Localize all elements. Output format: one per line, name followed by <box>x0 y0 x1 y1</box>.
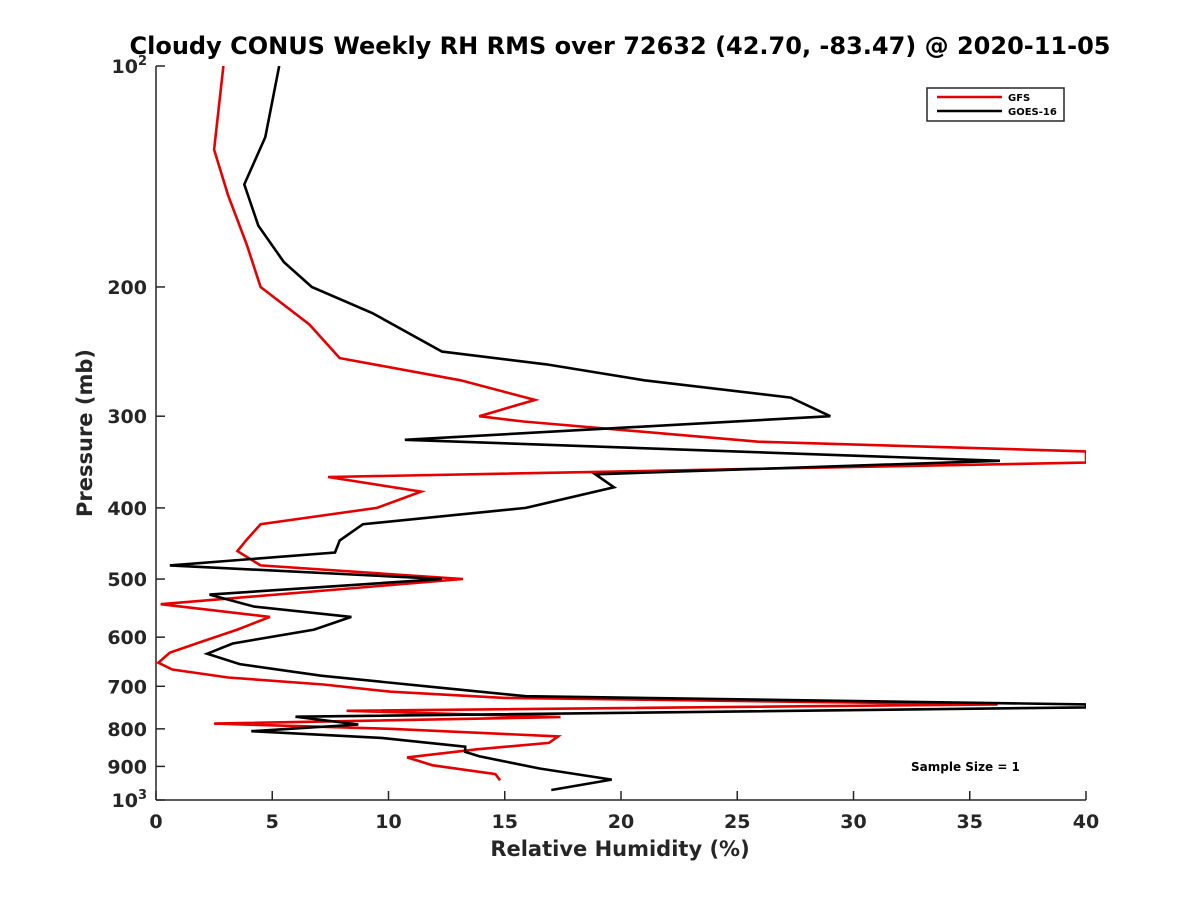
x-tick-label: 0 <box>149 811 162 833</box>
y-tick-label: 200 <box>107 277 147 299</box>
y-tick-label: 900 <box>107 756 147 778</box>
y-axis-ticks: 102 200 300 400 500 600 700 800 900 103 <box>107 54 165 812</box>
x-tick-label: 10 <box>375 811 401 833</box>
legend-box <box>926 87 1065 122</box>
x-tick-label: 40 <box>1073 811 1099 833</box>
y-tick-label: 102 <box>112 54 148 78</box>
x-tick-label: 35 <box>957 811 983 833</box>
chart-title: Cloudy CONUS Weekly RH RMS over 72632 (4… <box>130 32 1111 60</box>
sample-size-annotation: Sample Size = 1 <box>911 760 1020 774</box>
x-axis-ticks: 0 5 10 15 20 25 30 35 40 <box>149 791 1099 833</box>
y-tick-label: 500 <box>107 569 147 591</box>
x-tick-label: 25 <box>724 811 750 833</box>
series-layer <box>156 66 1086 792</box>
legend-entry-goes16: GOES-16 <box>1008 107 1057 118</box>
y-tick-label: 800 <box>107 719 147 741</box>
x-tick-label: 30 <box>840 811 866 833</box>
x-axis-label: Relative Humidity (%) <box>490 837 749 861</box>
y-tick-label: 700 <box>107 676 147 698</box>
y-tick-label: 400 <box>107 498 147 520</box>
y-axis-label: Pressure (mb) <box>73 349 97 517</box>
series-line-goes16 <box>169 66 1086 792</box>
legend-entry-gfs: GFS <box>1008 93 1030 104</box>
y-tick-label: 300 <box>107 406 147 428</box>
y-tick-label: 103 <box>112 788 148 812</box>
x-tick-label: 5 <box>266 811 279 833</box>
x-tick-label: 20 <box>608 811 634 833</box>
legend: GFS GOES-16 <box>926 87 1065 122</box>
y-tick-label: 600 <box>107 627 147 649</box>
x-tick-label: 15 <box>492 811 518 833</box>
